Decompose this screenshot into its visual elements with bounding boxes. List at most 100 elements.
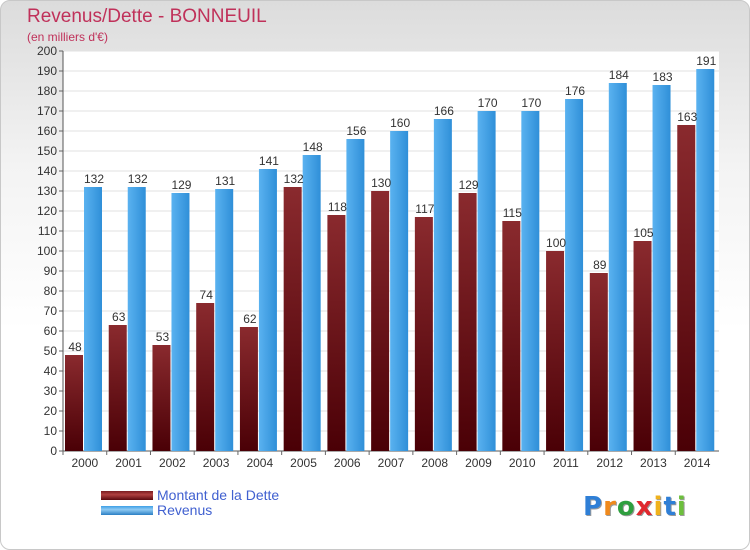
bar-dette [546, 251, 565, 451]
x-tick-label: 2006 [334, 456, 361, 470]
bar-revenus [171, 193, 190, 451]
data-label-dette: 132 [284, 172, 304, 186]
data-label-dette: 48 [68, 340, 82, 354]
legend-swatch-revenus [101, 505, 153, 515]
y-tick-label: 20 [44, 404, 58, 418]
bar-revenus [215, 189, 234, 451]
y-tick-label: 60 [44, 324, 58, 338]
y-tick-label: 30 [44, 384, 58, 398]
data-label-revenus: 183 [653, 70, 673, 84]
bar-dette [283, 187, 302, 451]
y-tick-label: 80 [44, 284, 58, 298]
chart-title: Revenus/Dette - BONNEUIL [27, 6, 267, 27]
y-tick-label: 190 [37, 64, 57, 78]
bar-revenus [608, 83, 627, 451]
x-tick-label: 2001 [115, 456, 142, 470]
data-label-revenus: 184 [609, 68, 629, 82]
bar-dette [371, 191, 390, 451]
data-label-revenus: 148 [303, 140, 323, 154]
y-tick-label: 100 [37, 244, 57, 258]
x-tick-label: 2014 [684, 456, 711, 470]
bar-revenus [565, 99, 584, 451]
y-tick-label: 140 [37, 164, 57, 178]
bar-revenus [521, 111, 540, 451]
data-label-revenus: 170 [478, 96, 498, 110]
y-tick-label: 120 [37, 204, 57, 218]
x-tick-label: 2004 [246, 456, 273, 470]
y-tick-label: 110 [38, 224, 57, 238]
y-tick-label: 50 [44, 344, 58, 358]
logo-letter: r [603, 492, 617, 522]
bar-dette [65, 355, 83, 451]
x-tick-label: 2012 [596, 456, 623, 470]
bar-dette [633, 241, 652, 451]
y-tick-label: 70 [44, 304, 58, 318]
y-tick-label: 0 [50, 444, 57, 458]
bar-revenus [433, 119, 452, 451]
y-tick-label: 150 [37, 144, 57, 158]
data-label-dette: 105 [634, 226, 654, 240]
y-tick-label: 160 [37, 124, 57, 138]
bar-dette [327, 215, 346, 451]
chart-unit-label: (en milliers d'€) [27, 30, 108, 44]
logo-letter: x [635, 492, 654, 522]
data-label-revenus: 156 [346, 124, 366, 138]
logo-letter: t [663, 492, 677, 522]
x-tick-label: 2002 [159, 456, 186, 470]
data-label-revenus: 132 [84, 172, 104, 186]
data-label-dette: 53 [156, 330, 170, 344]
data-label-dette: 63 [112, 310, 126, 324]
data-label-revenus: 170 [521, 96, 541, 110]
y-tick-label: 10 [44, 424, 58, 438]
y-tick-label: 170 [37, 104, 57, 118]
x-tick-label: 2008 [421, 456, 448, 470]
x-tick-label: 2003 [203, 456, 230, 470]
legend-item-revenus: Revenus [101, 502, 212, 518]
bar-dette [458, 193, 477, 451]
bar-dette [152, 345, 171, 451]
proxiti-logo: Proxiti [583, 492, 687, 522]
bar-revenus [302, 155, 321, 451]
data-label-revenus: 176 [565, 84, 585, 98]
bar-revenus [390, 131, 409, 451]
logo-letter: P [583, 492, 604, 522]
legend-label-dette: Montant de la Dette [157, 487, 280, 503]
data-label-revenus: 160 [390, 116, 410, 130]
bar-revenus [346, 139, 365, 451]
logo-letter: o [616, 492, 636, 522]
bar-dette [502, 221, 521, 451]
x-tick-label: 2007 [378, 456, 405, 470]
x-tick-label: 2011 [553, 456, 579, 470]
data-label-revenus: 191 [696, 54, 716, 68]
y-tick-label: 90 [44, 264, 58, 278]
x-tick-label: 2013 [640, 456, 667, 470]
data-label-dette: 129 [459, 178, 479, 192]
bar-dette [589, 273, 608, 451]
data-label-dette: 100 [546, 236, 566, 250]
bar-dette [108, 325, 127, 451]
y-tick-label: 180 [37, 84, 57, 98]
data-label-dette: 163 [677, 110, 697, 124]
x-tick-label: 2005 [290, 456, 317, 470]
data-label-dette: 89 [593, 258, 607, 272]
bar-dette [414, 217, 433, 451]
data-label-dette: 115 [503, 206, 522, 220]
bar-revenus [84, 187, 102, 451]
bar-revenus [652, 85, 671, 451]
data-label-dette: 117 [415, 202, 434, 216]
y-tick-label: 130 [37, 184, 57, 198]
bar-dette [677, 125, 696, 451]
data-label-revenus: 131 [215, 174, 235, 188]
x-tick-label: 2000 [72, 456, 99, 470]
data-label-revenus: 129 [171, 178, 191, 192]
data-label-dette: 130 [371, 176, 391, 190]
bar-revenus [127, 187, 146, 451]
y-tick-label: 40 [44, 364, 58, 378]
logo-letter: i [653, 492, 664, 522]
legend-label-revenus: Revenus [157, 502, 213, 518]
data-label-revenus: 132 [128, 172, 148, 186]
data-label-dette: 62 [243, 312, 257, 326]
bar-revenus [258, 169, 277, 451]
